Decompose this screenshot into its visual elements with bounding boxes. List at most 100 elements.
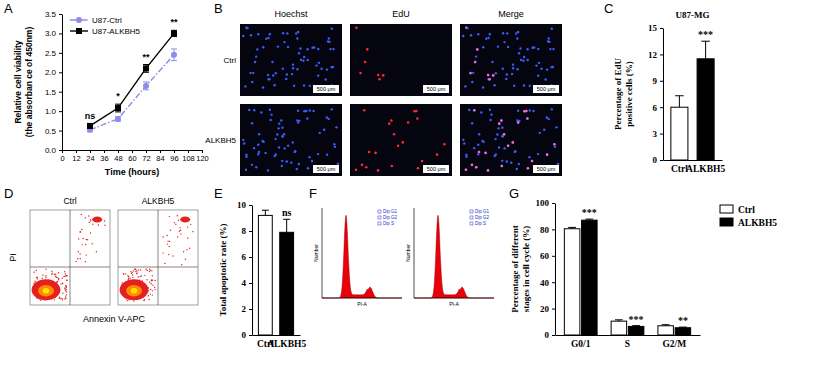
tick-mark — [59, 53, 62, 54]
tick: 2.0 — [45, 68, 62, 77]
annotation: * — [116, 91, 120, 101]
cell-spot — [374, 152, 377, 155]
tick: 3.0 — [45, 29, 62, 38]
data-point — [115, 105, 121, 111]
cell-spot — [540, 67, 542, 69]
error-bar — [171, 49, 177, 61]
legend-marker — [76, 28, 82, 34]
cell-spot — [332, 48, 334, 50]
cell-spot — [377, 74, 380, 77]
event-dot — [65, 286, 66, 287]
cell-spot — [337, 163, 339, 165]
event-dot — [144, 275, 145, 276]
event-dot — [177, 215, 178, 216]
event-dot — [65, 296, 66, 297]
event-dot — [66, 280, 67, 281]
annotation: *** — [698, 29, 713, 40]
cell-spot — [501, 160, 503, 162]
event-dot — [152, 294, 153, 295]
tick: ALKBH5 — [267, 335, 306, 349]
event-dot — [169, 246, 170, 247]
event-dot — [96, 251, 97, 252]
event-dot — [56, 277, 57, 278]
event-dot — [132, 277, 133, 278]
plot-area — [258, 210, 293, 335]
cell-spot — [527, 167, 530, 170]
tick-label: G2/M — [662, 339, 686, 349]
tick: 1.5 — [45, 88, 62, 97]
cell-spot — [246, 27, 248, 29]
tick-mark — [59, 92, 62, 93]
plot-area — [671, 41, 714, 160]
cell-spot — [485, 38, 487, 40]
cell-spot — [478, 151, 480, 153]
cell-spot — [401, 141, 404, 144]
event-dot — [59, 298, 60, 299]
tick-mark — [660, 107, 663, 108]
event-dot — [168, 254, 169, 255]
tick-label: 120 — [196, 154, 209, 163]
event-dot — [64, 276, 65, 277]
event-dot — [181, 264, 182, 265]
event-dot — [130, 271, 131, 272]
cell-spot — [292, 141, 294, 143]
cell-spot — [488, 78, 491, 81]
cell-spot — [257, 33, 259, 35]
cell-spot — [471, 164, 473, 166]
event-dot — [51, 274, 52, 275]
cell-spot — [505, 78, 507, 80]
tick: 2.5 — [45, 49, 62, 58]
cell-spot — [516, 68, 518, 70]
axis: 03691215 — [648, 23, 664, 165]
cell-spot — [436, 153, 439, 156]
cell-spot — [283, 133, 285, 135]
event-dot — [80, 231, 81, 232]
event-dot — [185, 259, 186, 260]
tick-mark — [59, 72, 62, 73]
event-dot — [167, 243, 168, 244]
legend-label: Ctrl — [738, 205, 755, 215]
cell-spot — [482, 46, 484, 48]
cell-spot — [501, 165, 503, 167]
error-bar — [143, 82, 149, 90]
axis-title: PI-A — [449, 301, 459, 307]
cell-spot — [489, 119, 491, 121]
tick-label: S — [625, 339, 630, 349]
axis-title: stages in cell cycle (%) — [521, 226, 531, 312]
cell-spot — [260, 111, 262, 113]
event-dot — [62, 292, 63, 293]
image-background — [460, 104, 562, 176]
cell-spot — [302, 60, 304, 62]
tick-mark — [249, 205, 252, 206]
error-bar — [143, 65, 149, 73]
gate-line — [158, 210, 159, 305]
cell-spot — [307, 167, 309, 169]
legend-swatch — [470, 216, 473, 219]
panel-letter: G — [509, 186, 519, 201]
cell-spot — [298, 52, 300, 54]
tick-mark — [552, 203, 555, 204]
tick-mark — [76, 150, 77, 153]
tick-label: 2.5 — [45, 49, 57, 58]
event-dot — [183, 251, 184, 252]
event-dot — [186, 249, 187, 250]
cell-spot — [473, 109, 475, 111]
event-dot — [189, 247, 190, 248]
event-dot — [66, 291, 67, 292]
scale-bar-label: 500 μm — [537, 86, 556, 92]
cell-spot — [283, 41, 285, 43]
event-dot — [174, 222, 175, 223]
cell-spot — [470, 34, 472, 36]
cell-spot — [300, 59, 302, 61]
event-dot — [180, 230, 181, 231]
micrograph: 500 μm — [240, 104, 342, 176]
cell-spot — [474, 61, 476, 63]
event-dot — [146, 269, 147, 270]
event-density — [126, 285, 142, 296]
legend-label: Dip G2 — [475, 215, 490, 220]
event-dot — [86, 254, 87, 255]
cell-spot — [257, 153, 259, 155]
tick-label: 48 — [114, 154, 122, 163]
cell-spot — [526, 48, 528, 50]
cell-spot — [502, 135, 504, 137]
